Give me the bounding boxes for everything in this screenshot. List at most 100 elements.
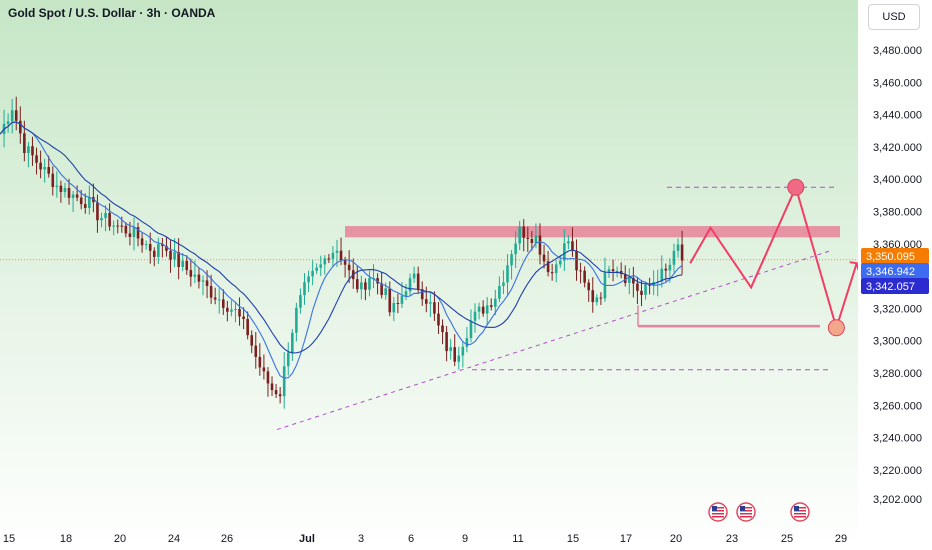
flag-canton xyxy=(712,506,717,511)
candle-up xyxy=(644,284,647,295)
candle-down xyxy=(177,252,180,267)
candle-down xyxy=(327,258,331,260)
candle-down xyxy=(205,280,209,287)
y-tick-label: 3,360.000 xyxy=(873,239,922,251)
candle-down xyxy=(416,273,420,290)
candle-up xyxy=(384,288,387,296)
us-flag-event-icon[interactable] xyxy=(708,502,728,522)
candle-down xyxy=(270,383,274,391)
candle-up xyxy=(469,320,473,338)
candle-down xyxy=(254,345,258,357)
candle-down xyxy=(148,244,152,251)
currency-selector[interactable]: USD xyxy=(868,4,920,30)
flag-stripe xyxy=(740,510,752,512)
candle-down xyxy=(546,261,550,273)
candle-up xyxy=(506,265,509,283)
x-tick-label: 15 xyxy=(3,533,15,545)
flag-stripe xyxy=(712,510,724,512)
flag-stripe xyxy=(794,513,806,515)
flag-canton xyxy=(794,506,799,511)
flag-stripe xyxy=(794,516,806,518)
candle-up xyxy=(534,235,538,243)
flag-stripe xyxy=(794,507,806,509)
candle-up xyxy=(55,185,59,187)
candle-up xyxy=(567,241,570,244)
event-icon-ring xyxy=(736,502,756,522)
candle-up xyxy=(319,264,323,268)
candle-down xyxy=(550,272,554,274)
candle-up xyxy=(193,274,197,277)
x-tick-label: 11 xyxy=(512,533,523,545)
candle-down xyxy=(262,367,266,372)
flag-stripe xyxy=(740,513,752,515)
candle-up xyxy=(400,295,404,304)
candle-down xyxy=(453,347,457,362)
price-tag-label: 3,346.942 xyxy=(866,266,915,278)
x-tick-label: 3 xyxy=(358,533,364,545)
flag-stripe xyxy=(740,507,752,509)
candle-up xyxy=(477,306,481,312)
candle-up xyxy=(43,167,46,170)
candle-down xyxy=(161,243,164,246)
candle-down xyxy=(538,235,542,255)
x-tick-label: 26 xyxy=(221,533,233,545)
candle-up xyxy=(181,260,184,267)
candle-up xyxy=(331,252,335,259)
candle-down xyxy=(246,319,249,336)
candle-down xyxy=(481,306,485,314)
x-tick-label: 29 xyxy=(835,533,847,545)
candle-down xyxy=(364,282,367,290)
price-tag-box xyxy=(861,248,929,264)
candle-up xyxy=(291,332,294,353)
candle-up xyxy=(628,277,631,283)
candle-up xyxy=(461,346,465,356)
x-tick-label: 25 xyxy=(781,533,793,545)
candle-down xyxy=(632,277,635,284)
price-tag-ma-fast: 3,346.942 xyxy=(861,263,929,279)
candle-up xyxy=(514,243,517,255)
candle-up xyxy=(494,298,497,307)
candle-up xyxy=(335,250,339,253)
candle-down xyxy=(575,250,578,271)
moving-average-fast xyxy=(0,121,683,379)
ascending-trendline xyxy=(276,249,833,431)
candle-down xyxy=(226,307,229,312)
candle-up xyxy=(104,212,107,218)
price-tag-label: 3,350.095 xyxy=(866,251,915,263)
candle-down xyxy=(79,197,83,205)
candle-up xyxy=(311,270,314,277)
event-icon-ring xyxy=(790,502,810,522)
candle-down xyxy=(185,260,189,271)
candle-down xyxy=(489,305,493,307)
candle-down xyxy=(339,250,343,261)
candle-down xyxy=(530,238,534,243)
candle-up xyxy=(360,282,363,290)
y-tick-label: 3,240.000 xyxy=(873,433,922,445)
us-flag-event-icon[interactable] xyxy=(736,502,756,522)
candle-up xyxy=(157,243,160,257)
y-tick-label: 3,420.000 xyxy=(873,142,922,154)
x-tick-label: Jul xyxy=(299,533,315,545)
y-tick-label: 3,460.000 xyxy=(873,77,922,89)
candle-up xyxy=(282,366,286,397)
candle-up xyxy=(510,254,513,266)
candle-up xyxy=(217,299,221,301)
candle-up xyxy=(485,305,489,314)
candle-up xyxy=(660,268,664,282)
candle-down xyxy=(67,188,71,198)
candle-up xyxy=(473,311,477,321)
candle-up xyxy=(6,121,10,124)
x-tick-label: 9 xyxy=(462,533,468,545)
candle-down xyxy=(640,290,643,295)
projection-target-top xyxy=(787,178,805,196)
us-flag-event-icon[interactable] xyxy=(790,502,810,522)
x-tick-label: 6 xyxy=(408,533,414,545)
candle-down xyxy=(124,225,128,234)
candle-down xyxy=(591,290,595,303)
candle-down xyxy=(238,309,241,317)
candle-down xyxy=(213,297,217,300)
candle-down xyxy=(197,274,201,282)
